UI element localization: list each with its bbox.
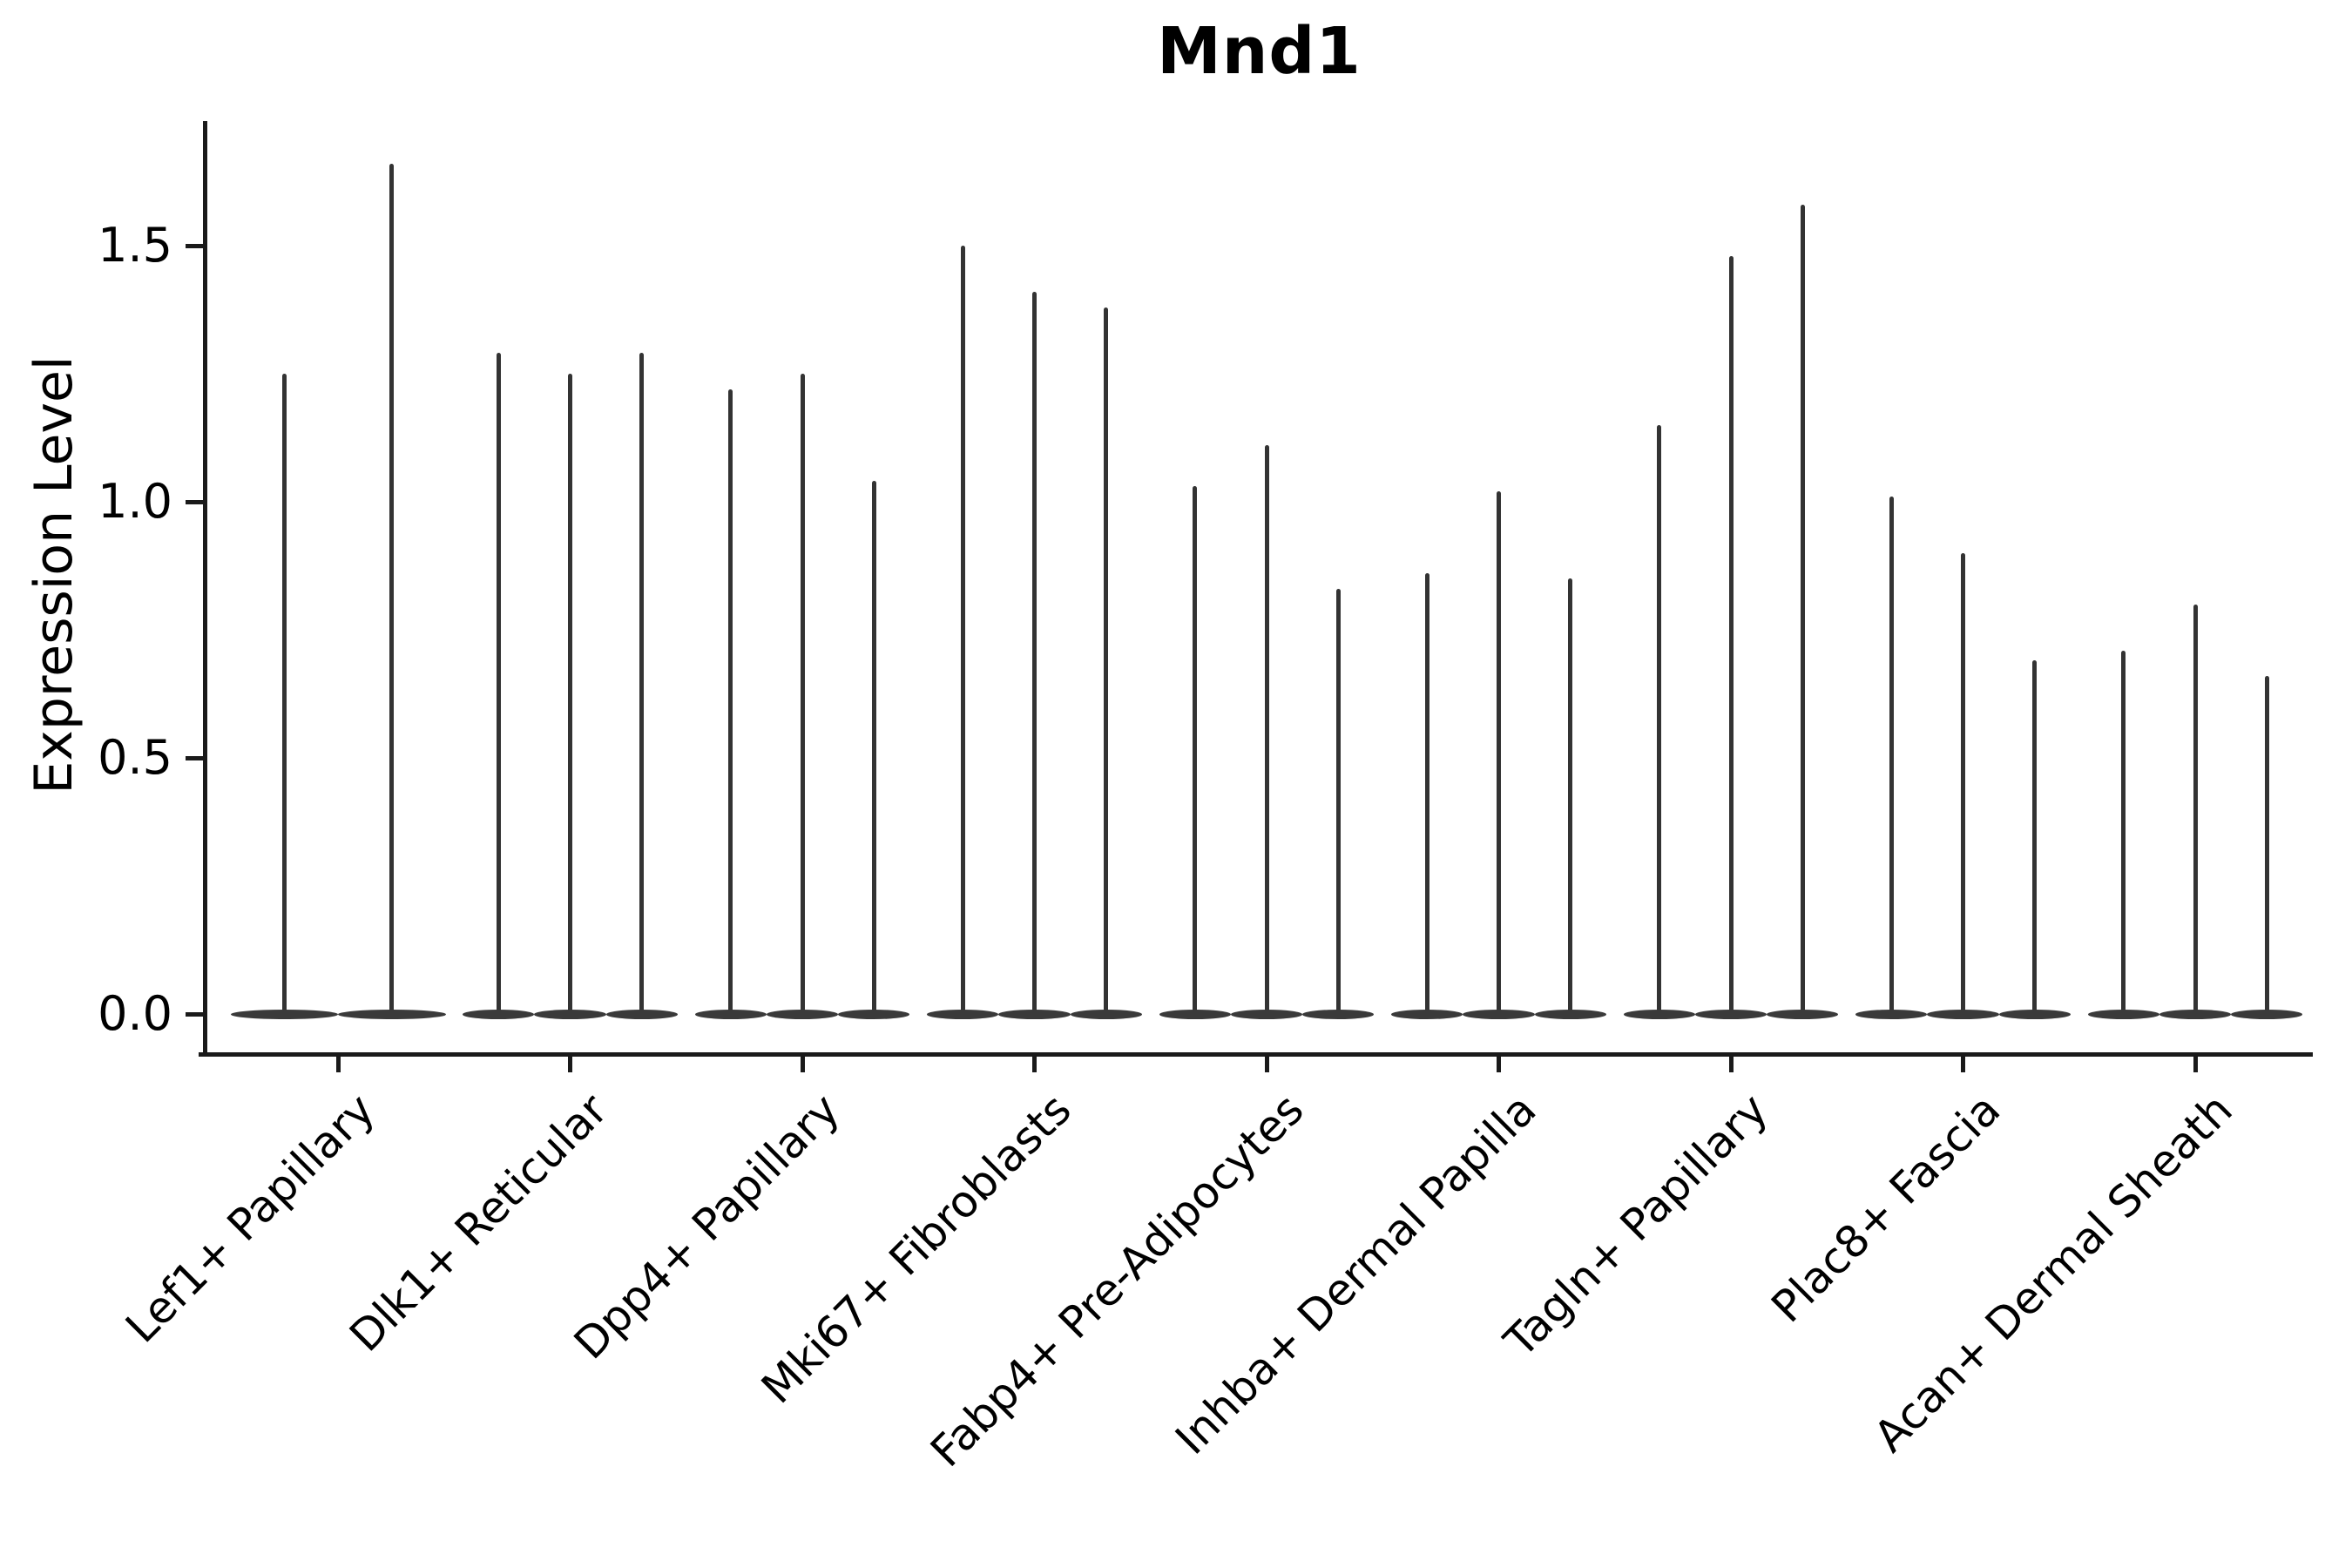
violin-body	[1623, 1009, 1695, 1019]
violin-body	[463, 1009, 535, 1019]
violin-body	[1463, 1009, 1535, 1019]
x-axis-spine	[199, 1052, 2313, 1057]
x-axis-tick	[1728, 1057, 1734, 1072]
violin-body	[1767, 1009, 1839, 1019]
violin-spike	[1961, 552, 1965, 1014]
violin-body	[1694, 1009, 1767, 1019]
violin-spike	[1497, 491, 1501, 1014]
chart-title: Mnd1	[1157, 14, 1362, 89]
y-tick-label: 1.5	[98, 218, 172, 273]
y-axis-tick	[186, 1011, 203, 1017]
violin-spike	[2193, 604, 2198, 1014]
x-tick-label: Plac8+ Fascia	[1761, 1084, 2011, 1333]
violin-body	[1230, 1009, 1303, 1019]
y-axis-tick	[186, 243, 203, 248]
violin-body	[2231, 1009, 2303, 1019]
x-axis-tick	[568, 1057, 572, 1072]
violin-body	[927, 1009, 999, 1019]
x-axis-tick	[2193, 1057, 2198, 1072]
violin-body	[1855, 1009, 1928, 1019]
violin-spike	[1424, 573, 1429, 1014]
x-axis-tick	[1032, 1057, 1037, 1072]
violin-spike	[1264, 445, 1269, 1014]
violin-body	[694, 1009, 767, 1019]
violin-spike	[960, 246, 965, 1014]
x-axis-tick	[335, 1057, 341, 1072]
violin-body	[1998, 1009, 2071, 1019]
violin-spike	[2032, 660, 2038, 1014]
violin-spike	[871, 481, 876, 1014]
violin-body	[998, 1009, 1071, 1019]
y-axis-label: Expression Level	[24, 355, 84, 794]
violin-body	[1927, 1009, 1999, 1019]
violin-spike	[1032, 291, 1037, 1014]
violin-spike	[1657, 424, 1662, 1014]
y-tick-label: 0.0	[98, 986, 172, 1041]
x-tick-label: Lef1+ Papillary	[116, 1084, 385, 1353]
y-tick-label: 0.5	[98, 730, 172, 785]
violin-body	[766, 1009, 839, 1019]
y-axis-tick	[186, 755, 203, 760]
violin-body	[838, 1009, 910, 1019]
violin-body	[230, 1009, 338, 1019]
violin-spike	[1193, 486, 1198, 1014]
violin-body	[1534, 1009, 1606, 1019]
violin-spike	[1335, 588, 1341, 1014]
violin-body	[1391, 1009, 1463, 1019]
violin-spike	[1728, 255, 1734, 1014]
x-tick-label: Fabp4+ Pre-Adipocytes	[921, 1084, 1314, 1477]
violin-spike	[389, 163, 395, 1014]
violin-body	[2159, 1009, 2232, 1019]
violin-spike	[639, 353, 645, 1014]
violin-body	[1302, 1009, 1375, 1019]
violin-spike	[568, 374, 572, 1014]
violin-body	[1070, 1009, 1142, 1019]
x-axis-tick	[1961, 1057, 1965, 1072]
violin-spike	[496, 353, 501, 1014]
violin-spike	[1800, 204, 1805, 1014]
violin-body	[534, 1009, 606, 1019]
violin-spike	[281, 374, 287, 1014]
y-axis-spine	[203, 121, 207, 1057]
violin-body	[605, 1009, 678, 1019]
x-axis-tick	[1497, 1057, 1501, 1072]
violin-spike	[1889, 497, 1894, 1014]
x-axis-tick	[1264, 1057, 1269, 1072]
y-axis-tick	[186, 499, 203, 504]
x-axis-tick	[800, 1057, 805, 1072]
violin-body	[2087, 1009, 2159, 1019]
violin-body	[1159, 1009, 1231, 1019]
violin-spike	[800, 374, 805, 1014]
y-tick-label: 1.0	[98, 474, 172, 529]
violin-body	[338, 1009, 446, 1019]
violin-spike	[2264, 675, 2269, 1014]
violin-spike	[728, 389, 733, 1014]
violin-spike	[1568, 578, 1573, 1014]
violin-spike	[2121, 650, 2126, 1014]
x-tick-label: Dlk1+ Reticular	[339, 1084, 618, 1362]
violin-spike	[1104, 307, 1109, 1014]
